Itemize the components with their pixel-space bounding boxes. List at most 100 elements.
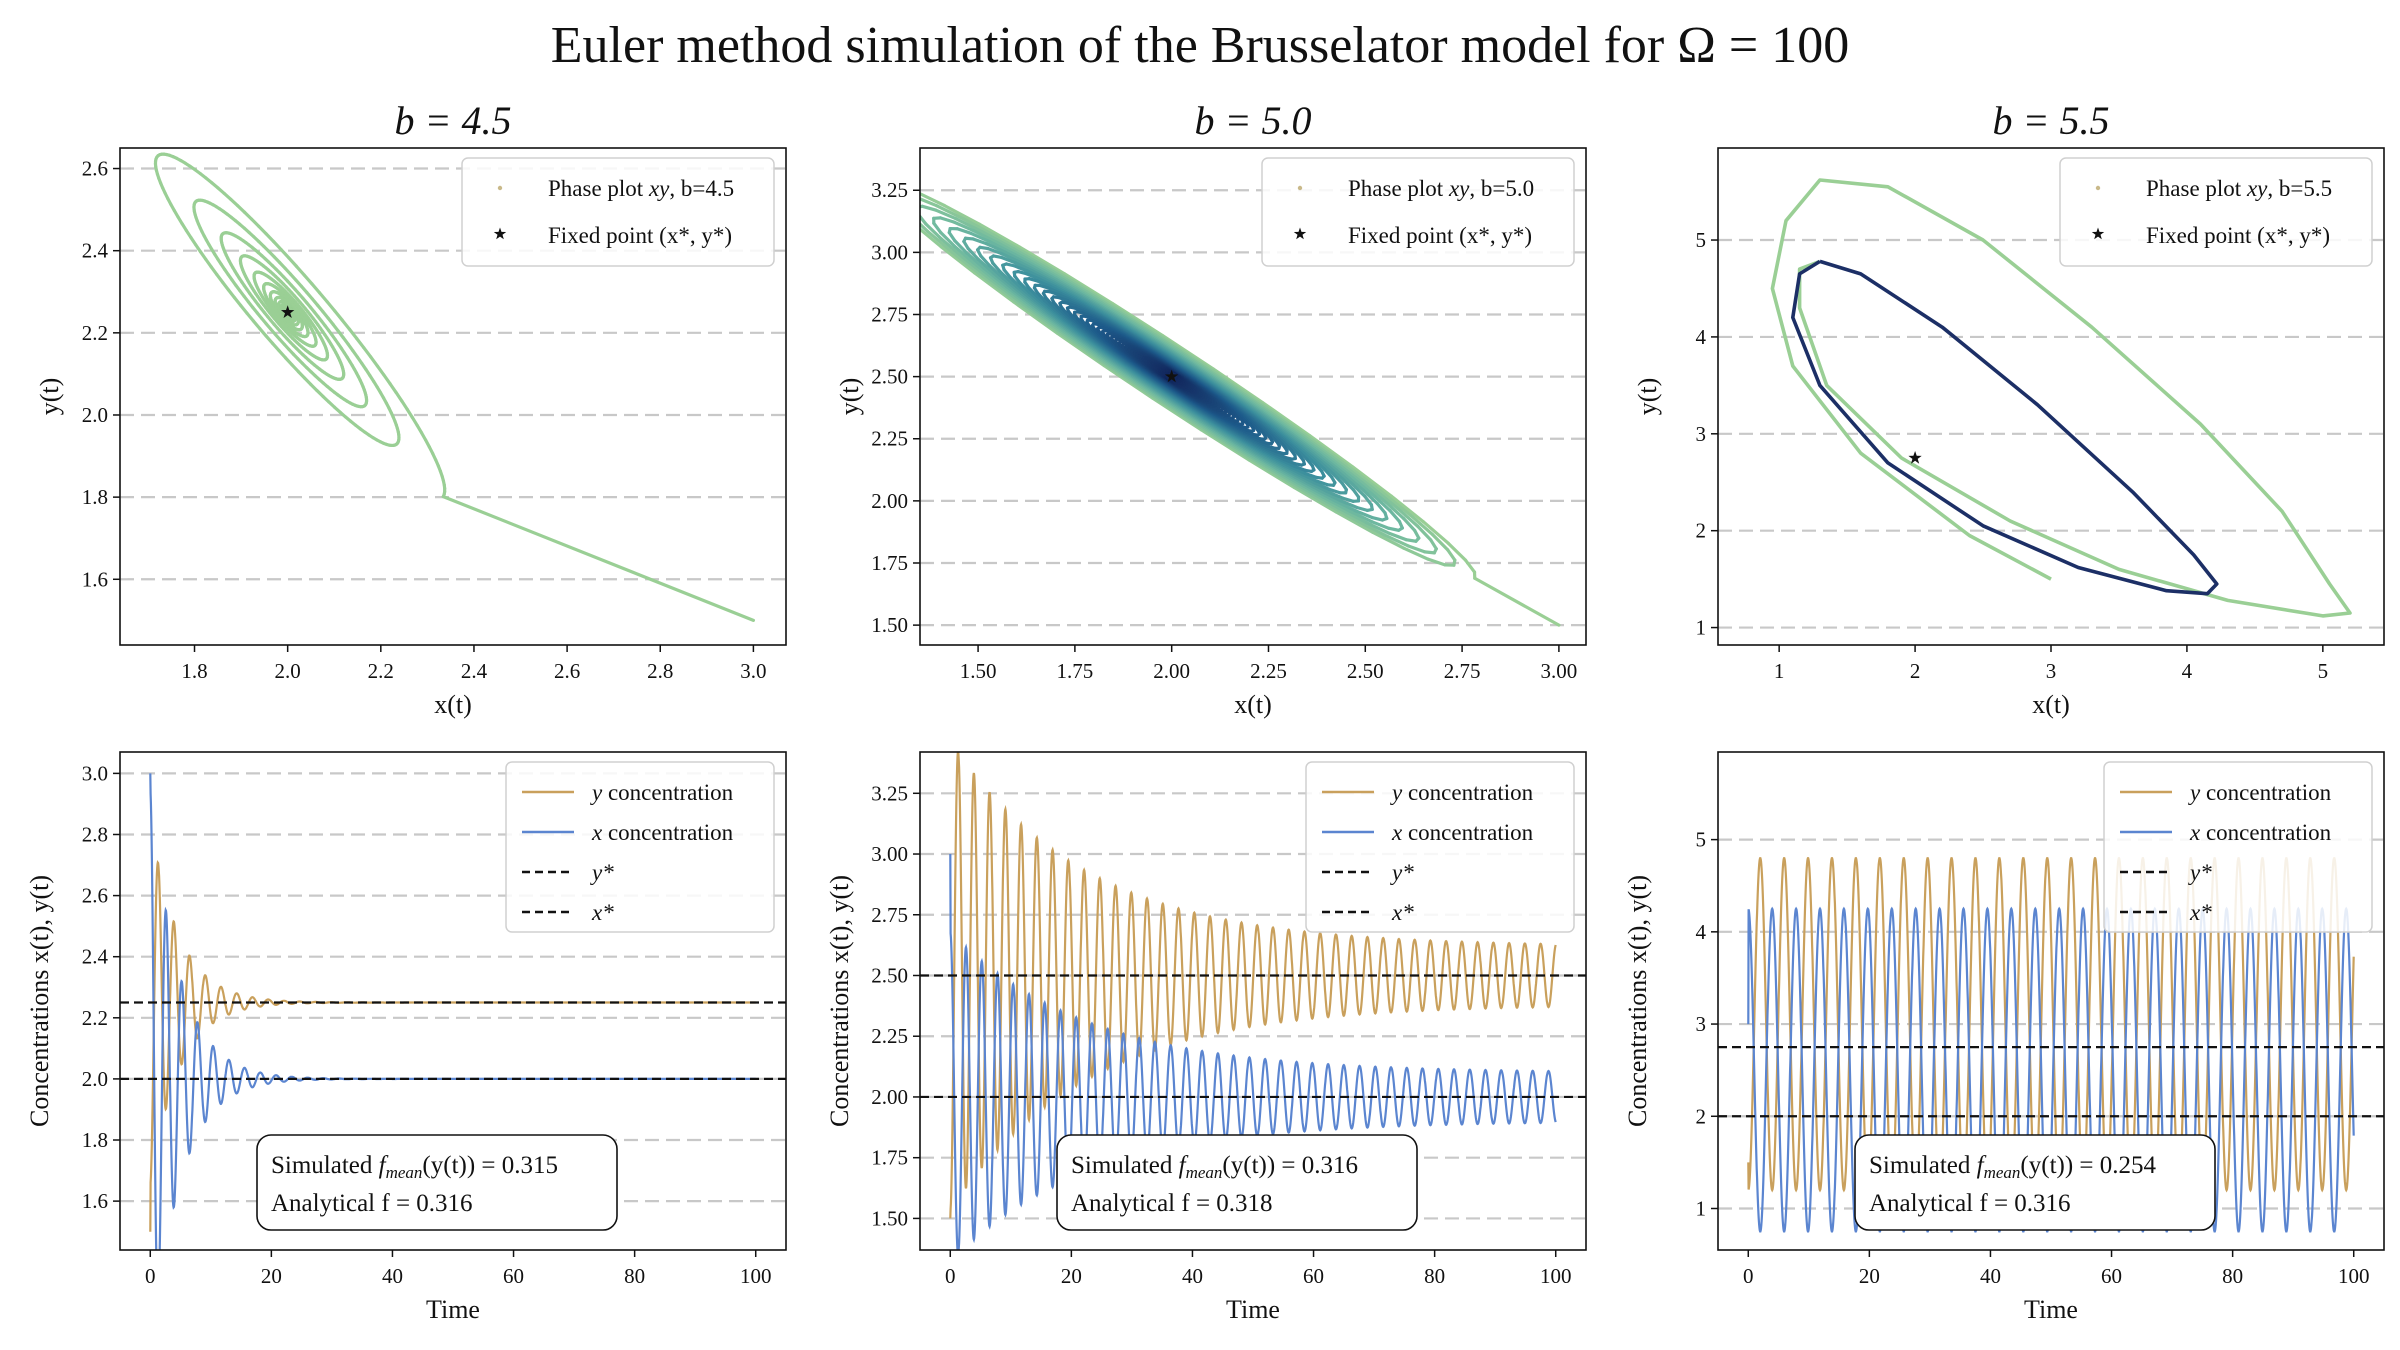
phase-trajectory-segment (1361, 488, 1379, 505)
phase-trajectory-segment (987, 263, 1005, 280)
phase-trajectory-segment (1042, 277, 1067, 292)
phase-trajectory-segment (1269, 451, 1287, 462)
phase-trajectory-segment (1310, 455, 1326, 471)
phase-trajectory-segment (325, 300, 337, 313)
phase-trajectory-segment (1265, 465, 1307, 491)
phase-trajectory-segment (1318, 489, 1343, 503)
x-tick-label: 2.00 (1153, 659, 1190, 683)
phase-trajectory-segment (962, 217, 999, 239)
legend-label-phase: Phase plot xy, b=4.5 (548, 176, 734, 201)
phase-trajectory-segment (920, 191, 946, 208)
phase-trajectory-segment (257, 224, 268, 236)
phase-trajectory-segment (1426, 557, 1447, 567)
phase-trajectory-segment (287, 256, 299, 268)
phase-trajectory-segment (1076, 282, 1125, 315)
phase-trajectory-segment (1312, 450, 1338, 472)
phase-trajectory-segment (939, 237, 965, 260)
x-tick-label: 2.0 (275, 659, 301, 683)
phase-trajectory-segment (1257, 440, 1271, 448)
phase-trajectory-segment (954, 216, 984, 234)
phase-trajectory-segment (1048, 268, 1092, 296)
x-tick-label: 2.75 (1444, 659, 1481, 683)
phase-trajectory-segment (1325, 456, 1355, 480)
phase-trajectory-segment (355, 336, 366, 350)
phase-trajectory-segment (1261, 405, 1305, 438)
phase-trajectory-segment (1215, 372, 1265, 407)
phase-trajectory-segment (980, 230, 1016, 251)
phase-trajectory-segment (1308, 433, 1355, 469)
phase-trajectory-segment (920, 227, 943, 249)
phase-trajectory-segment (1351, 465, 1393, 498)
phase-trajectory-segment (969, 231, 992, 244)
phase-trajectory-segment (1404, 538, 1418, 543)
phase-trajectory-segment (1199, 428, 1251, 462)
y-tick-label: 3.00 (871, 240, 908, 264)
phase-trajectory-segment (264, 334, 275, 346)
phase-trajectory-segment (1421, 520, 1450, 545)
phase-trajectory-segment (1360, 481, 1388, 504)
phase-trajectory-segment (1363, 494, 1374, 507)
phase-trajectory-segment (1302, 487, 1340, 510)
phase-trajectory-segment (382, 373, 392, 386)
phase-trajectory-segment (1027, 286, 1039, 298)
x-tick-label: 3.0 (740, 659, 766, 683)
phase-trajectory-segment (1375, 501, 1387, 515)
phase-trajectory-segment (950, 250, 985, 278)
phase-trajectory-segment (1431, 533, 1450, 552)
phase-trajectory-segment (302, 273, 314, 286)
phase-trajectory-segment (979, 254, 991, 268)
phase-trajectory-segment (1334, 510, 1375, 534)
phase-trajectory-segment (982, 266, 1009, 289)
phase-trajectory-segment (900, 203, 910, 215)
phase-trajectory-segment (1416, 524, 1433, 542)
phase-trajectory-segment (952, 244, 976, 265)
data-layer (153, 152, 755, 622)
phase-trajectory-segment (1110, 301, 1165, 338)
y-tick-label: 1.6 (82, 567, 108, 591)
phase-trajectory-segment (333, 309, 344, 322)
phase-trajectory-segment (1325, 489, 1345, 500)
phase-trajectory-segment (1282, 463, 1304, 477)
panel-title: b = 4.5 (395, 98, 512, 143)
phase-trajectory-segment (981, 274, 1021, 305)
phase-trajectory-segment (242, 210, 254, 221)
phase-trajectory-segment (947, 230, 957, 243)
phase-trajectory-segment (1325, 464, 1345, 481)
phase-trajectory-segment (953, 239, 969, 255)
phase-trajectory-segment (924, 222, 943, 241)
phase-trajectory-segment (972, 261, 1001, 285)
x-tick-label: 2.25 (1250, 659, 1287, 683)
phase-trajectory-segment (1048, 284, 1068, 296)
phase-trajectory-segment (1402, 546, 1430, 561)
phase-trajectory-segment (1027, 258, 1066, 282)
phase-trajectory-segment (279, 248, 291, 260)
phase-trajectory-segment (964, 251, 986, 270)
phase-trajectory-segment (1371, 530, 1406, 550)
phase-trajectory-segment (1464, 558, 1477, 574)
legend-label-fixed-point: Fixed point (x*, y*) (548, 223, 732, 248)
phase-trajectory-segment (1279, 458, 1297, 469)
phase-trajectory-segment (984, 242, 1007, 254)
phase-trajectory-segment (394, 390, 404, 403)
phase-trajectory-segment (1024, 272, 1041, 281)
phase-trajectory-segment (1000, 255, 1017, 265)
phase-trajectory-segment (1382, 533, 1410, 548)
phase-trajectory-segment (1288, 444, 1301, 457)
phase-trajectory-segment (1065, 298, 1080, 308)
phase-trajectory-segment (920, 221, 930, 234)
phase-trajectory-segment (1121, 310, 1172, 345)
phase-trajectory-segment (1017, 245, 1067, 276)
phase-trajectory-segment (1037, 277, 1057, 289)
phase-trajectory-segment (999, 251, 1021, 264)
phase-trajectory-segment (916, 207, 917, 213)
phase-trajectory-segment (1305, 479, 1329, 494)
phase-trajectory-segment (1303, 471, 1318, 479)
phase-trajectory-segment (1261, 403, 1309, 438)
phase-trajectory-segment (1429, 538, 1438, 551)
phase-trajectory-segment (1012, 264, 1029, 273)
phase-trajectory-segment (1341, 496, 1355, 503)
phase-trajectory-segment (1046, 286, 1062, 295)
phase-trajectory-segment (1293, 475, 1322, 493)
fixed-point-marker (281, 305, 295, 318)
phase-trajectory-segment (1043, 298, 1057, 312)
